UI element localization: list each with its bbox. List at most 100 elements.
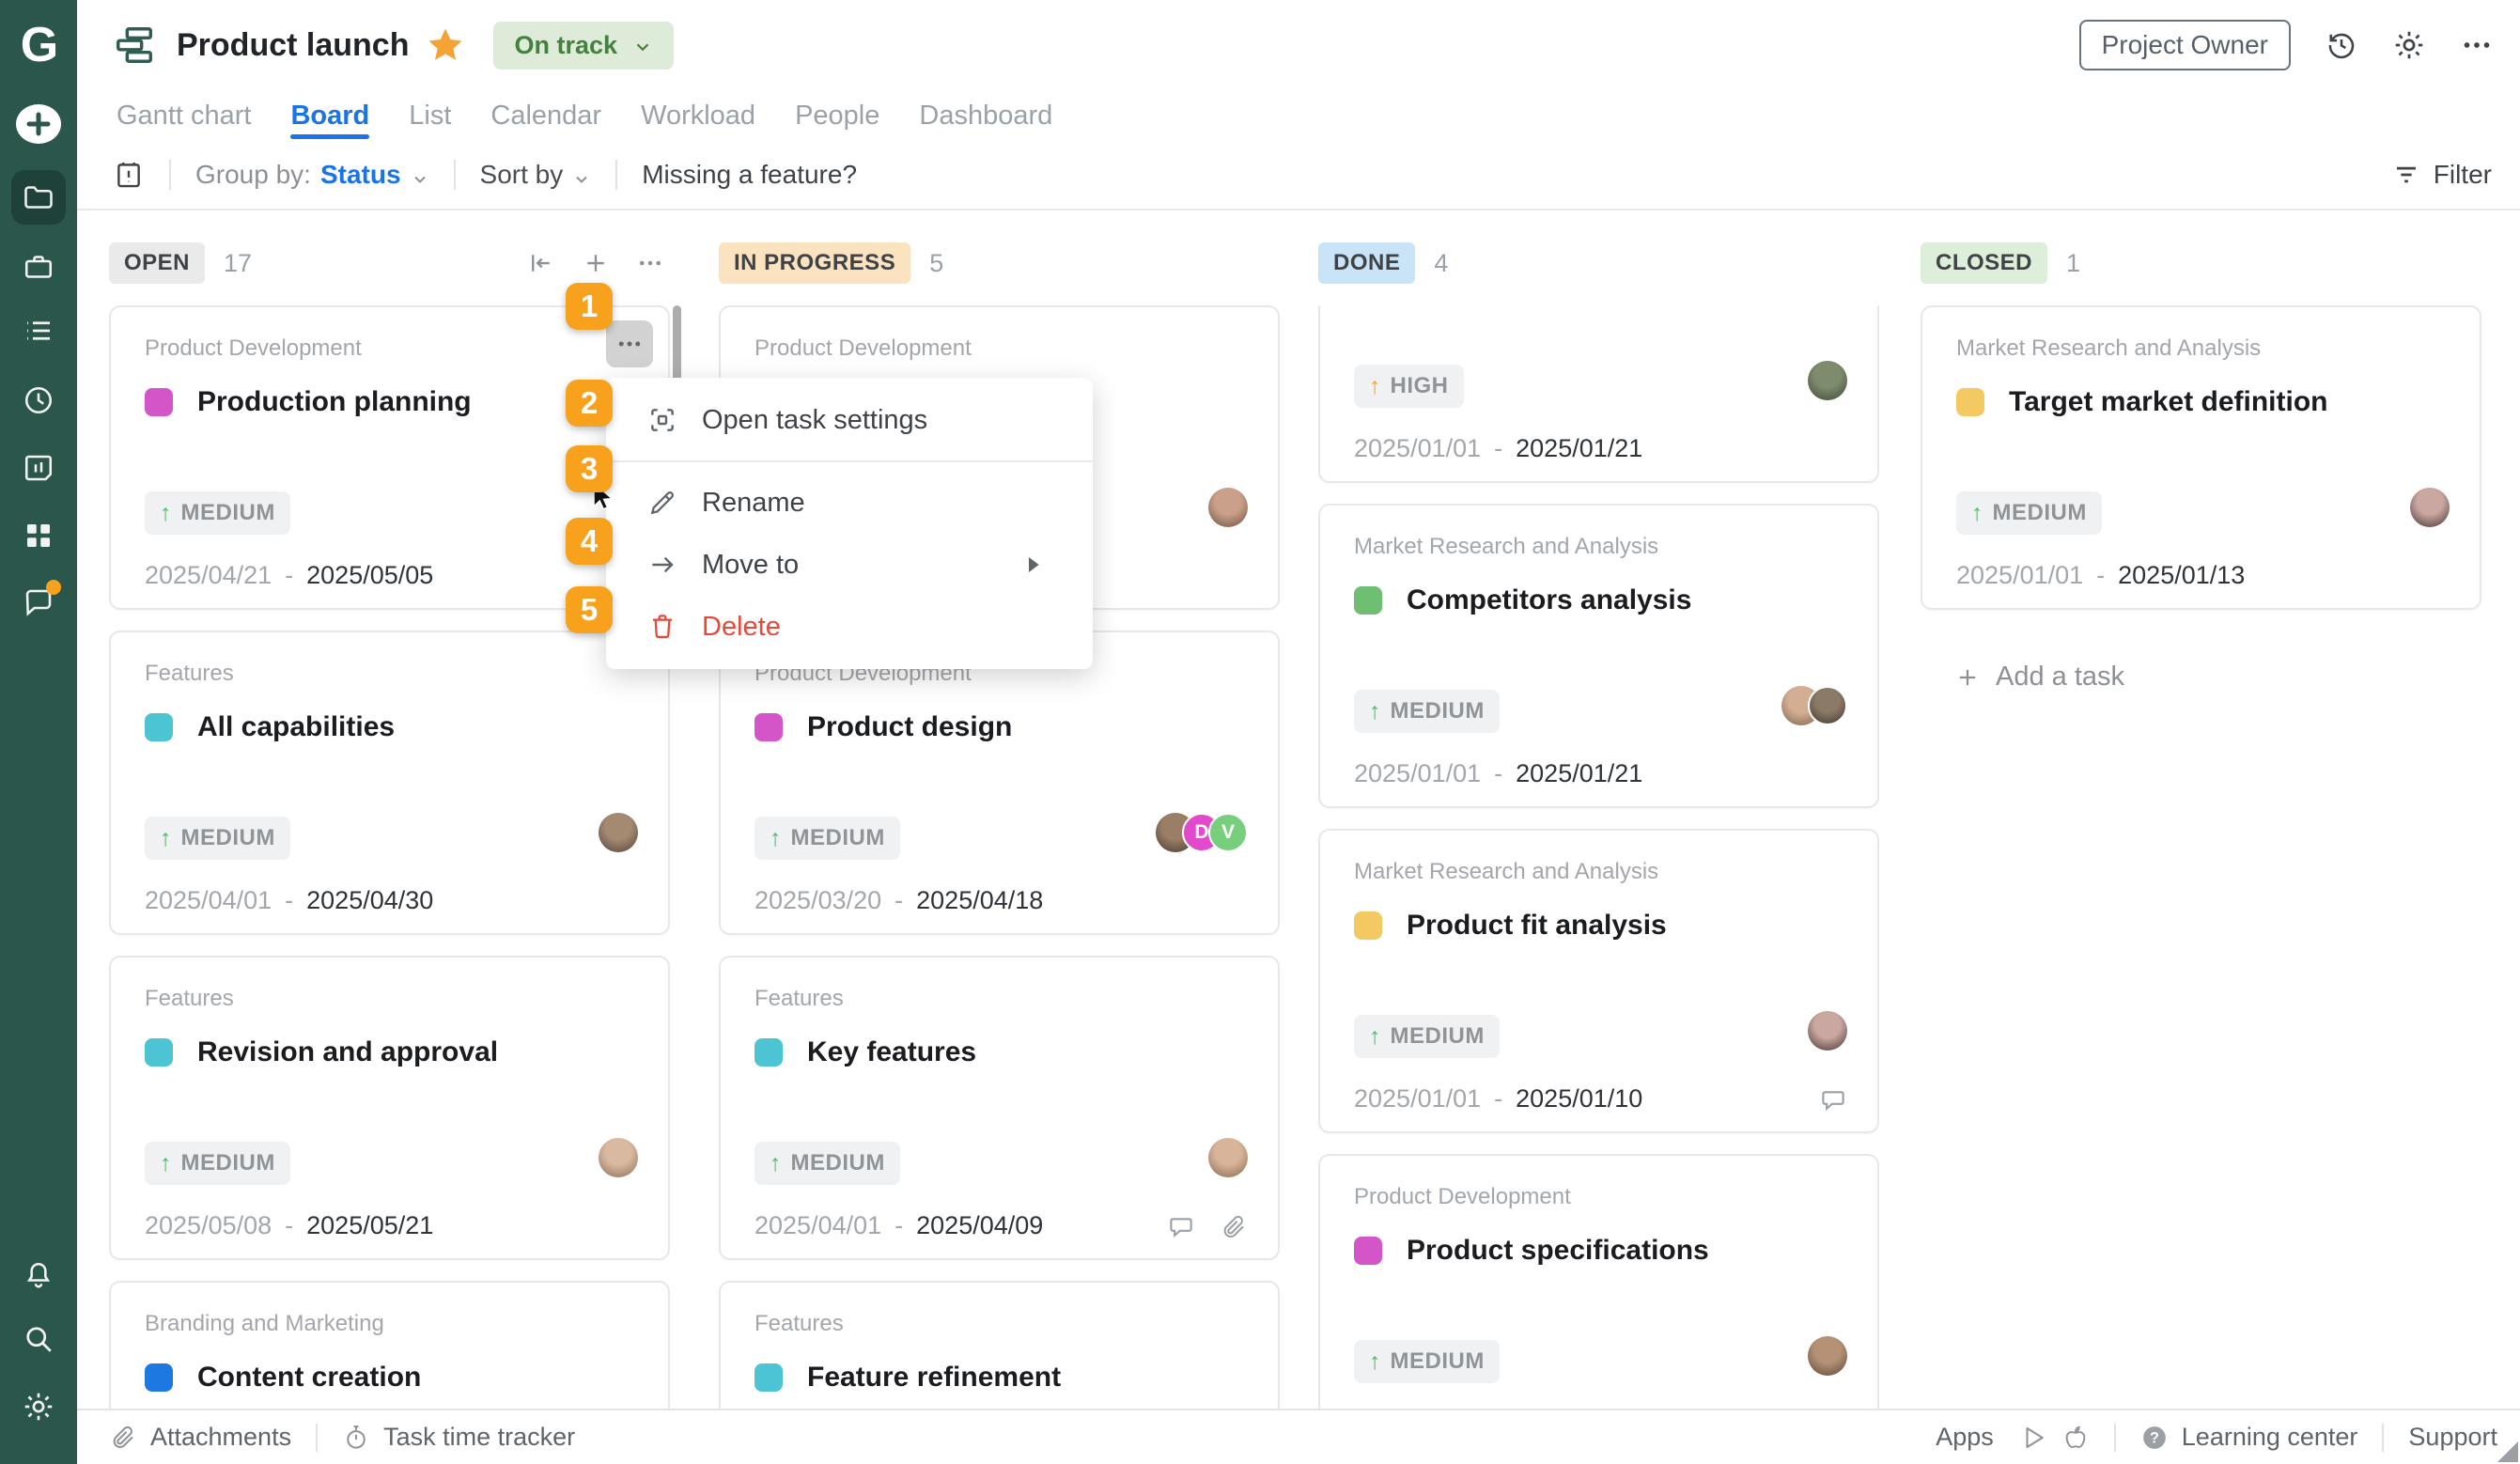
card-title: Product specifications	[1407, 1235, 1709, 1266]
column-status-pill[interactable]: DONE	[1318, 242, 1416, 284]
assignee-avatars	[1808, 361, 1847, 400]
task-card[interactable]: Branding and Marketing Content creation	[109, 1281, 670, 1409]
history-sidebar-icon[interactable]	[22, 383, 55, 417]
start-date: 2025/04/21	[145, 561, 272, 589]
task-list-icon[interactable]	[22, 314, 55, 348]
card-title: Competitors analysis	[1407, 584, 1692, 615]
priority-label: MEDIUM	[1992, 500, 2087, 525]
settings-sidebar-icon[interactable]	[22, 1390, 55, 1424]
task-color-square	[145, 388, 173, 416]
card-title-row: Product fit analysis	[1354, 910, 1843, 942]
chevron-down-icon[interactable]	[572, 165, 591, 184]
card-category: Product Development	[1354, 1184, 1571, 1209]
create-new-button[interactable]	[14, 102, 63, 146]
end-date: 2025/04/18	[916, 886, 1044, 914]
sidebar-item-projects-active[interactable]	[11, 170, 66, 225]
project-header: Product launch On track Project Owner	[77, 0, 2520, 90]
card-priority-row: ↑ MEDIUM	[145, 817, 290, 860]
priority-arrow-icon: ↑	[1971, 499, 1983, 526]
tab-calendar[interactable]: Calendar	[490, 100, 602, 131]
apps-grid-icon[interactable]	[22, 519, 55, 553]
learning-center-link[interactable]: ? Learning center	[2140, 1423, 2357, 1452]
task-card[interactable]: Market Research and Analysis Competitors …	[1318, 504, 1879, 808]
card-category: Features	[145, 986, 234, 1011]
menu-item-delete[interactable]: Delete	[606, 596, 1093, 658]
task-card[interactable]: Product Development Product design ↑ MEDIUM…	[719, 631, 1280, 935]
tab-gantt-chart[interactable]: Gantt chart	[117, 100, 252, 131]
date-separator: -	[1494, 1084, 1503, 1113]
more-options-icon[interactable]	[2460, 28, 2494, 62]
column-task-count: 17	[224, 248, 253, 277]
project-owner-button[interactable]: Project Owner	[2078, 20, 2291, 70]
card-category: Market Research and Analysis	[1354, 859, 1659, 884]
column-done: DONE 4 ↑ HIGH 2025/01/01-2025/01/21 Market Re…	[1318, 210, 1879, 1409]
priority-label: HIGH	[1390, 373, 1449, 398]
attachments-button[interactable]: Attachments	[109, 1423, 291, 1452]
start-date: 2025/04/01	[754, 1211, 882, 1239]
card-dates: 2025/04/01-2025/04/09	[754, 1211, 1043, 1240]
add-a-task-button[interactable]: Add a task	[1954, 662, 2124, 693]
add-task-icon[interactable]	[582, 249, 610, 277]
apps-label: Apps	[1936, 1423, 1994, 1451]
column-menu-icon[interactable]	[636, 249, 664, 277]
reports-icon[interactable]	[22, 451, 55, 485]
gear-icon[interactable]	[2392, 28, 2426, 62]
end-date: 2025/05/05	[306, 561, 434, 589]
open-task-settings-icon	[647, 405, 677, 435]
page-title[interactable]: Product launch	[177, 26, 410, 63]
card-title: Production planning	[197, 386, 472, 417]
menu-item-label: Rename	[702, 487, 805, 518]
search-icon[interactable]	[22, 1322, 55, 1356]
filter-button[interactable]: Filter	[2392, 160, 2492, 190]
card-title-row: Product specifications	[1354, 1235, 1843, 1267]
board-alert-icon[interactable]	[113, 159, 145, 191]
tab-board[interactable]: Board	[290, 90, 369, 141]
task-card[interactable]: ↑ HIGH 2025/01/01-2025/01/21	[1318, 305, 1879, 483]
group-by-value[interactable]: Status	[319, 160, 401, 189]
card-dates: 2025/04/21-2025/05/05	[145, 561, 433, 590]
column-status-pill[interactable]: CLOSED	[1921, 242, 2048, 284]
attachment-icon	[1220, 1213, 1248, 1241]
task-card[interactable]: Market Research and Analysis Product fit …	[1318, 829, 1879, 1133]
chevron-down-icon[interactable]	[411, 165, 429, 184]
project-status-dropdown[interactable]: On track	[493, 21, 675, 70]
tab-people[interactable]: People	[795, 100, 880, 131]
favorite-star-icon[interactable]	[426, 25, 465, 65]
avatar	[1808, 361, 1847, 400]
task-card[interactable]: Features Feature refinement	[719, 1281, 1280, 1409]
menu-item-open-task-settings[interactable]: Open task settings	[606, 389, 1093, 451]
annotation-badge-3: 3	[566, 445, 613, 492]
menu-item-rename[interactable]: Rename	[606, 472, 1093, 534]
card-priority-row: ↑ MEDIUM	[1354, 690, 1500, 733]
app-logo[interactable]: G	[20, 18, 58, 72]
card-dates: 2025/05/08-2025/05/21	[145, 1211, 433, 1240]
task-card[interactable]: Product Development Product specification…	[1318, 1154, 1879, 1409]
column-status-pill[interactable]: OPEN	[109, 242, 206, 284]
priority-badge: ↑ MEDIUM	[1354, 690, 1500, 733]
task-card[interactable]: Features All capabilities ↑ MEDIUM 2025/04/0…	[109, 631, 670, 935]
priority-arrow-icon: ↑	[1369, 697, 1381, 724]
menu-item-move-to[interactable]: Move to	[606, 534, 1093, 596]
sort-by-dropdown[interactable]: Sort by	[479, 160, 564, 189]
task-card[interactable]: Features Key features ↑ MEDIUM 2025/04/01-20…	[719, 956, 1280, 1260]
tab-list[interactable]: List	[409, 100, 452, 131]
support-link[interactable]: Support	[2408, 1423, 2497, 1452]
tab-workload[interactable]: Workload	[641, 100, 756, 131]
card-menu-button[interactable]	[606, 320, 653, 367]
history-icon[interactable]	[2325, 28, 2358, 62]
chat-icon[interactable]	[22, 580, 61, 619]
main-area: Product launch On track Project Owner Ga…	[77, 0, 2520, 1464]
date-separator: -	[1494, 759, 1503, 787]
task-card[interactable]: Market Research and Analysis Target marke…	[1921, 305, 2481, 610]
priority-label: MEDIUM	[1390, 1023, 1485, 1049]
task-card[interactable]: Features Revision and approval ↑ MEDIUM 2025…	[109, 956, 670, 1260]
bell-icon[interactable]	[22, 1256, 55, 1290]
missing-feature-link[interactable]: Missing a feature?	[642, 160, 858, 189]
apps-link[interactable]: Apps	[1936, 1423, 2090, 1452]
menu-divider	[606, 460, 1093, 462]
card-category: Branding and Marketing	[145, 1311, 384, 1336]
tab-dashboard[interactable]: Dashboard	[919, 100, 1053, 131]
column-status-pill[interactable]: IN PROGRESS	[719, 242, 911, 284]
portfolio-icon[interactable]	[22, 250, 55, 284]
time-tracker-button[interactable]: Task time tracker	[342, 1423, 575, 1452]
